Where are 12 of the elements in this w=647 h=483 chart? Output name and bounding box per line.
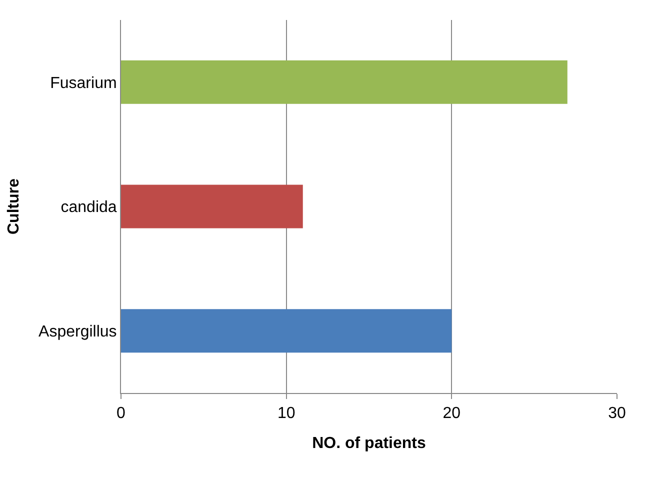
y-axis-title: Culture: [5, 178, 22, 234]
x-tick-label: 10: [277, 405, 296, 422]
y-tick-label: Aspergillus: [38, 323, 117, 340]
bar: [121, 60, 568, 104]
bar: [121, 184, 303, 228]
y-tick-label: Fusarium: [50, 74, 117, 92]
y-tick-label: candida: [60, 199, 117, 216]
x-tick-label: 30: [608, 405, 626, 422]
x-tick-label: 20: [442, 405, 461, 422]
x-tick-label: 0: [116, 405, 126, 422]
x-axis-title: NO. of patients: [312, 434, 426, 452]
bar: [121, 309, 452, 353]
